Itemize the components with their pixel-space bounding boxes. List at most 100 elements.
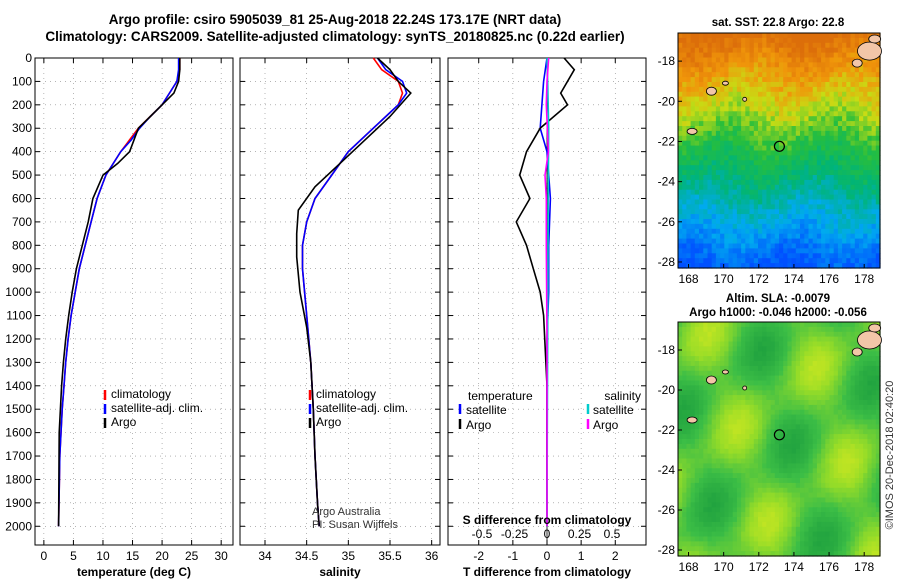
map-cell xyxy=(703,106,709,112)
map-cell xyxy=(728,67,734,73)
map-cell xyxy=(699,253,704,259)
y-tick-label: 700 xyxy=(12,215,32,229)
map-cell xyxy=(833,204,839,210)
map-cell xyxy=(846,346,852,352)
map-cell xyxy=(859,546,864,552)
map-cell xyxy=(682,155,687,161)
map-cell xyxy=(779,184,784,191)
map-cell xyxy=(753,165,759,171)
map-cell xyxy=(816,228,822,235)
map-cell xyxy=(736,473,742,479)
map-cell xyxy=(863,414,868,421)
map-cell xyxy=(762,473,767,479)
map-cell xyxy=(749,189,755,196)
map-cell xyxy=(766,536,772,542)
map-cell xyxy=(753,336,759,343)
x-tick-label: 0 xyxy=(544,549,551,563)
map-cell xyxy=(678,424,683,430)
map-cell xyxy=(859,37,864,44)
map-cell xyxy=(846,189,852,196)
map-cell xyxy=(791,96,797,103)
map-cell xyxy=(821,214,826,220)
map-cell xyxy=(783,106,788,112)
map-cell xyxy=(745,385,751,391)
map-cell xyxy=(728,258,734,264)
map-cell xyxy=(821,404,826,411)
map-cell xyxy=(732,414,738,421)
map-cell xyxy=(766,121,772,127)
map-cell xyxy=(804,33,810,39)
map-cell xyxy=(842,380,847,386)
map-cell xyxy=(720,336,725,343)
map-cell xyxy=(724,546,730,552)
map-cell xyxy=(703,517,709,523)
map-cell xyxy=(875,419,881,425)
map-cell xyxy=(741,453,746,460)
map-cell xyxy=(741,126,746,132)
map-cell xyxy=(821,322,826,328)
map-cell xyxy=(728,512,734,518)
map-cell xyxy=(686,135,692,142)
map-cell xyxy=(678,487,683,494)
map-cell xyxy=(875,492,881,499)
map-cell xyxy=(837,448,843,455)
map-cell xyxy=(854,67,860,73)
map-cell xyxy=(808,361,814,367)
map-cell xyxy=(804,96,810,103)
map-cell xyxy=(816,458,822,464)
map-cell xyxy=(795,507,801,513)
map-cell xyxy=(833,531,839,538)
map-cell xyxy=(833,106,839,112)
map-cell xyxy=(741,404,746,411)
map-cell xyxy=(846,468,852,474)
map-cell xyxy=(741,541,746,547)
map-cell xyxy=(791,219,797,225)
map-cell xyxy=(749,463,755,469)
map-cell xyxy=(779,331,784,338)
map-cell xyxy=(867,361,873,367)
map-cell xyxy=(846,492,852,499)
map-cell xyxy=(812,116,818,122)
map-cell xyxy=(821,155,826,161)
map-cell xyxy=(703,473,709,479)
map-cell xyxy=(800,429,805,435)
map-cell xyxy=(703,346,709,352)
map-cell xyxy=(707,37,713,44)
map-cell xyxy=(699,42,704,49)
map-cell xyxy=(745,101,751,107)
map-cell xyxy=(741,86,746,93)
map-cell xyxy=(774,400,780,406)
map-cell xyxy=(711,47,717,54)
map-cell xyxy=(741,346,746,352)
map-cell xyxy=(863,140,868,147)
map-cell xyxy=(804,72,810,78)
map-cell xyxy=(736,365,742,372)
map-cell xyxy=(682,365,687,372)
map-cell xyxy=(770,248,776,254)
map-cell xyxy=(837,214,843,220)
map-cell xyxy=(758,448,763,455)
map-cell xyxy=(842,439,847,445)
map-cell xyxy=(800,33,805,39)
map-cell xyxy=(833,400,839,406)
map-cell xyxy=(707,243,713,249)
map-cell xyxy=(816,375,822,382)
map-cell xyxy=(720,37,725,44)
map-cell xyxy=(745,223,751,230)
secondary-tick-label: 0.25 xyxy=(568,527,592,541)
map-cell xyxy=(787,101,793,107)
map-cell xyxy=(774,497,780,503)
map-cell xyxy=(829,468,835,474)
map-cell xyxy=(686,546,692,552)
map-cell xyxy=(837,258,843,264)
map-cell xyxy=(741,219,746,225)
map-cell xyxy=(842,77,847,83)
map-cell xyxy=(686,521,692,528)
map-cell xyxy=(854,243,860,249)
map-cell xyxy=(875,155,881,161)
map-cell xyxy=(787,170,793,176)
map-cell xyxy=(863,223,868,230)
map-cell xyxy=(804,473,810,479)
map-cell xyxy=(783,380,788,386)
map-cell xyxy=(770,253,776,259)
